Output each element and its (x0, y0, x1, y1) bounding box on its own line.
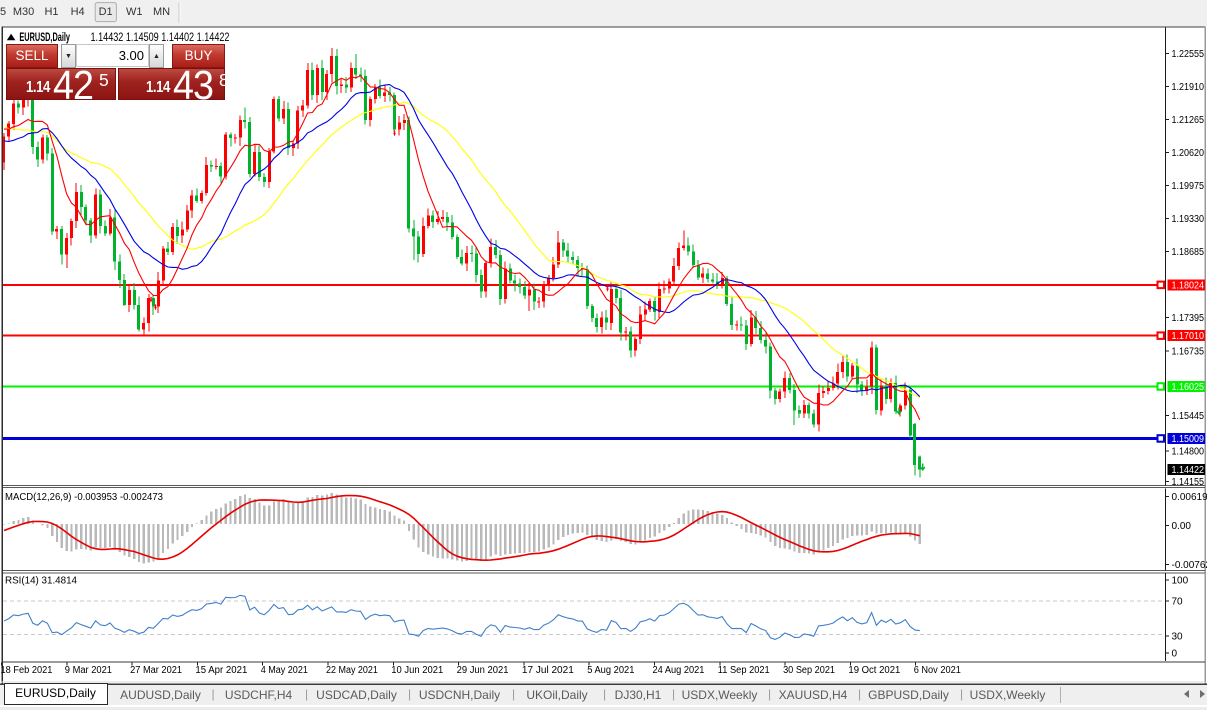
svg-text:4 May 2021: 4 May 2021 (261, 665, 309, 676)
svg-text:W1: W1 (126, 6, 143, 18)
svg-text:1.15445: 1.15445 (1172, 411, 1205, 422)
svg-text:1.16025: 1.16025 (1172, 382, 1205, 393)
svg-text:MACD(12,26,9) -0.003953 -0.002: MACD(12,26,9) -0.003953 -0.002473 (5, 492, 163, 503)
svg-text:70: 70 (1172, 597, 1184, 608)
svg-text:1.16735: 1.16735 (1172, 347, 1205, 358)
svg-text:5: 5 (0, 6, 6, 18)
svg-text:EURUSD,Daily: EURUSD,Daily (19, 32, 70, 44)
svg-text:0.00: 0.00 (1172, 521, 1192, 532)
svg-text:1.18024: 1.18024 (1172, 280, 1205, 291)
svg-text:24 Aug 2021: 24 Aug 2021 (653, 665, 705, 676)
svg-text:29 Jun 2021: 29 Jun 2021 (457, 665, 509, 676)
svg-text:H4: H4 (71, 6, 85, 18)
svg-text:18 Feb 2021: 18 Feb 2021 (1, 665, 53, 676)
svg-text:6 Nov 2021: 6 Nov 2021 (914, 665, 962, 676)
svg-text:1.19975: 1.19975 (1172, 181, 1205, 192)
svg-text:1.19330: 1.19330 (1172, 214, 1205, 225)
svg-text:19 Oct 2021: 19 Oct 2021 (848, 665, 900, 676)
svg-text:1.21265: 1.21265 (1172, 115, 1205, 126)
svg-text:17 Jul 2021: 17 Jul 2021 (522, 665, 574, 676)
svg-text:1.22555: 1.22555 (1172, 49, 1205, 60)
svg-text:RSI(14) 31.4814: RSI(14) 31.4814 (5, 576, 77, 587)
svg-text:27 Mar 2021: 27 Mar 2021 (130, 665, 182, 676)
svg-text:M30: M30 (13, 6, 34, 18)
svg-text:1.15009: 1.15009 (1172, 434, 1205, 445)
svg-text:-0.00762: -0.00762 (1172, 560, 1207, 571)
svg-text:0: 0 (1172, 648, 1178, 659)
svg-text:1.14800: 1.14800 (1172, 447, 1205, 458)
svg-text:MN: MN (153, 6, 170, 18)
svg-text:30: 30 (1172, 631, 1184, 642)
svg-text:1.20620: 1.20620 (1172, 148, 1205, 159)
svg-text:1.18685: 1.18685 (1172, 247, 1205, 258)
svg-text:1.17010: 1.17010 (1172, 331, 1205, 342)
svg-text:1.14422: 1.14422 (1172, 465, 1205, 476)
svg-text:H1: H1 (44, 6, 58, 18)
svg-text:9 Mar 2021: 9 Mar 2021 (65, 665, 113, 676)
svg-text:11 Sep 2021: 11 Sep 2021 (718, 665, 770, 676)
svg-text:1.14155: 1.14155 (1172, 477, 1205, 488)
svg-text:0.006193: 0.006193 (1172, 492, 1207, 503)
svg-text:1.17395: 1.17395 (1172, 313, 1205, 324)
svg-text:30 Sep 2021: 30 Sep 2021 (783, 665, 835, 676)
svg-text:1.14432 1.14509 1.14402 1.1442: 1.14432 1.14509 1.14402 1.14422 (91, 32, 230, 44)
svg-text:5 Aug 2021: 5 Aug 2021 (587, 665, 635, 676)
svg-text:1.21910: 1.21910 (1172, 82, 1205, 93)
svg-text:22 May 2021: 22 May 2021 (326, 665, 378, 676)
svg-text:100: 100 (1172, 576, 1189, 587)
svg-text:10 Jun 2021: 10 Jun 2021 (391, 665, 443, 676)
svg-text:D1: D1 (99, 6, 113, 18)
svg-text:15 Apr 2021: 15 Apr 2021 (195, 665, 247, 676)
